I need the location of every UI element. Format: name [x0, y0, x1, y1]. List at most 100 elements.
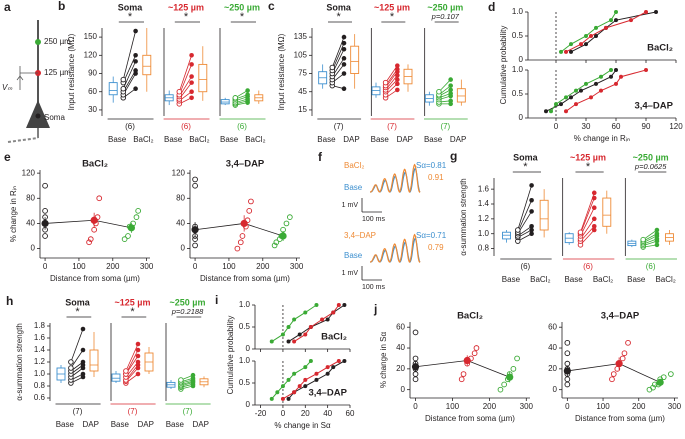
significance: *	[75, 306, 80, 318]
y-tick-label: 0.6	[34, 393, 46, 402]
significance: p=0.107	[431, 12, 460, 21]
treat-point	[591, 205, 597, 211]
treat-point	[448, 83, 453, 88]
y-tick-label: 75	[298, 69, 307, 78]
treat-point	[395, 81, 400, 87]
base-point	[178, 377, 184, 383]
y-tick-label: 60	[548, 322, 557, 331]
cdf-point	[599, 88, 603, 93]
y-axis-label: % change in Rᵢₙ	[9, 186, 18, 242]
significance: *	[337, 11, 342, 23]
base-point	[577, 229, 584, 235]
cdf-line	[288, 304, 345, 342]
x-tick-label: 40	[323, 409, 332, 418]
x-tick-label: BaCl₂	[133, 135, 153, 144]
x-tick-label: Base	[56, 420, 75, 429]
x-tick-label: 60	[612, 122, 621, 131]
n-label: (7)	[128, 407, 138, 416]
mean-line	[195, 223, 245, 231]
n-label: (7)	[183, 407, 193, 416]
mean-point	[563, 367, 571, 375]
cdf-point	[584, 81, 588, 86]
cdf-point	[308, 325, 313, 329]
cdf-point	[286, 339, 291, 344]
group-title: Soma	[65, 297, 91, 307]
point	[121, 236, 128, 242]
trace-label: Base	[344, 183, 363, 192]
y-tick-label: 1.0	[239, 356, 251, 365]
cdf-point	[589, 95, 593, 100]
point	[497, 386, 504, 393]
y-tick-label: 0	[553, 385, 558, 394]
treat-point	[529, 183, 534, 188]
cdf-point	[280, 332, 285, 337]
x-tick-label: 120	[669, 122, 683, 131]
subplot-title: BaCl₂	[647, 43, 673, 54]
cdf-point	[280, 396, 285, 401]
y-tick-label: 0	[31, 244, 36, 253]
panel-letter: j	[373, 302, 377, 316]
treat-point	[80, 371, 86, 377]
treat-point	[190, 372, 196, 378]
point	[668, 371, 674, 377]
y-tick-label: 120	[22, 168, 36, 177]
point	[271, 242, 278, 249]
box	[89, 349, 99, 372]
n-label: (7)	[440, 122, 450, 131]
cdf-point	[594, 81, 598, 86]
treat-point	[135, 353, 141, 359]
treat-point	[529, 227, 534, 233]
base-point	[68, 359, 74, 365]
cdf-point	[564, 95, 568, 100]
point	[87, 236, 94, 242]
y-tick-label: 1.4	[478, 199, 490, 208]
pair-line	[517, 200, 532, 233]
subplot-title: 3,4–DAP	[634, 101, 673, 112]
cdf-point	[314, 377, 319, 382]
point	[510, 365, 517, 372]
y-tick-label: 80	[26, 193, 35, 202]
x-tick-label: 0	[43, 262, 48, 271]
group-title: Soma	[118, 2, 144, 12]
cdf-point	[314, 371, 319, 376]
n-label: (6)	[237, 122, 247, 131]
group-title: ~250 µm	[170, 297, 206, 307]
cdf-point	[614, 81, 618, 86]
x-tick-label: 0	[281, 409, 286, 418]
cdf-point	[303, 332, 308, 337]
cdf-point	[554, 102, 558, 107]
cdf-point	[275, 390, 280, 395]
treat-point	[80, 326, 86, 332]
point	[246, 208, 253, 214]
cdf-point	[609, 18, 613, 23]
treat-point	[133, 59, 138, 64]
x-tick-label: 100	[596, 402, 610, 411]
point	[96, 195, 103, 202]
treat-point	[529, 209, 534, 214]
x-tick-label: Base	[371, 135, 390, 144]
y-axis-label: α-summation strength	[15, 323, 24, 401]
point	[273, 239, 280, 246]
point	[192, 176, 198, 183]
x-tick-label: 100	[222, 262, 236, 271]
x-tick-label: 200	[256, 262, 270, 271]
point	[283, 220, 290, 227]
cdf-point	[303, 310, 308, 315]
cdf-point	[614, 18, 618, 23]
y-tick-label: 0.5	[512, 89, 524, 98]
treat-point	[529, 197, 534, 203]
group-title: ~125 µm	[570, 152, 606, 162]
n-label: (6)	[181, 122, 191, 131]
cdf-point	[564, 49, 568, 54]
s-label: Sα=0.71	[416, 231, 447, 240]
s-label: Sα=0.81	[416, 161, 447, 170]
x-tick-label: 300	[140, 262, 154, 271]
x-axis-label: Distance from soma (µm)	[200, 274, 290, 283]
cdf-point	[342, 359, 347, 363]
y-tick-label: 0	[246, 344, 251, 353]
y-tick-label: 1.0	[478, 229, 490, 238]
mean-point	[506, 373, 514, 381]
treat-point	[245, 88, 250, 93]
x-tick-label: DAP	[397, 135, 413, 144]
n-label: (6)	[520, 262, 530, 271]
